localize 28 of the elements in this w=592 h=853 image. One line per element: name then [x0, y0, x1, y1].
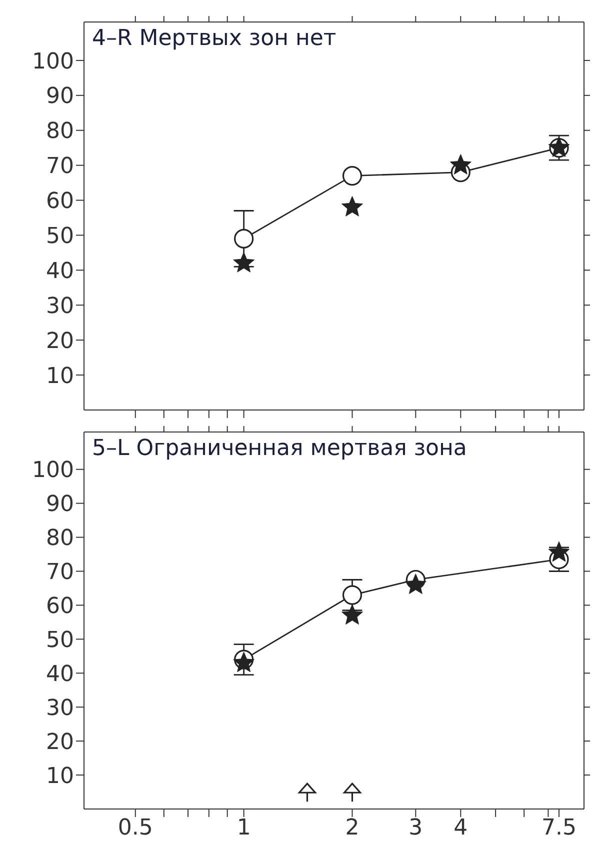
y-tick-label: 90: [46, 84, 74, 110]
y-tick-label: 80: [46, 526, 74, 552]
y-tick-label: 40: [46, 662, 74, 687]
y-tick-label: 10: [46, 364, 74, 389]
y-tick-label: 100: [32, 49, 74, 74]
chart-title: 5–L Ограниченная мертвая зона: [92, 436, 467, 461]
x-tick-label: 7.5: [541, 816, 576, 841]
y-tick-label: 20: [46, 328, 74, 354]
y-tick-label: 40: [46, 258, 74, 284]
x-tick-label: 4: [454, 816, 468, 841]
y-tick-label: 50: [46, 224, 74, 250]
y-tick-label: 90: [46, 492, 74, 518]
y-tick-label: 30: [46, 294, 74, 319]
x-tick-label: 2: [345, 816, 360, 841]
y-tick-label: 30: [46, 696, 74, 721]
y-tick-label: 60: [46, 594, 74, 620]
y-tick-label: 20: [46, 730, 74, 755]
y-tick-label: 70: [46, 154, 74, 180]
y-tick-label: 70: [46, 560, 74, 586]
y-tick-label: 50: [46, 628, 74, 653]
y-tick-label: 60: [46, 189, 74, 214]
y-tick-label: 80: [46, 119, 74, 144]
x-tick-label: 3: [408, 816, 423, 841]
x-tick-label: 1: [236, 816, 251, 841]
x-tick-label: 0.5: [118, 816, 153, 841]
y-tick-label: 100: [32, 458, 74, 484]
y-tick-label: 10: [46, 764, 74, 789]
chart-title: 4–R Мертвых зон нет: [92, 26, 336, 51]
